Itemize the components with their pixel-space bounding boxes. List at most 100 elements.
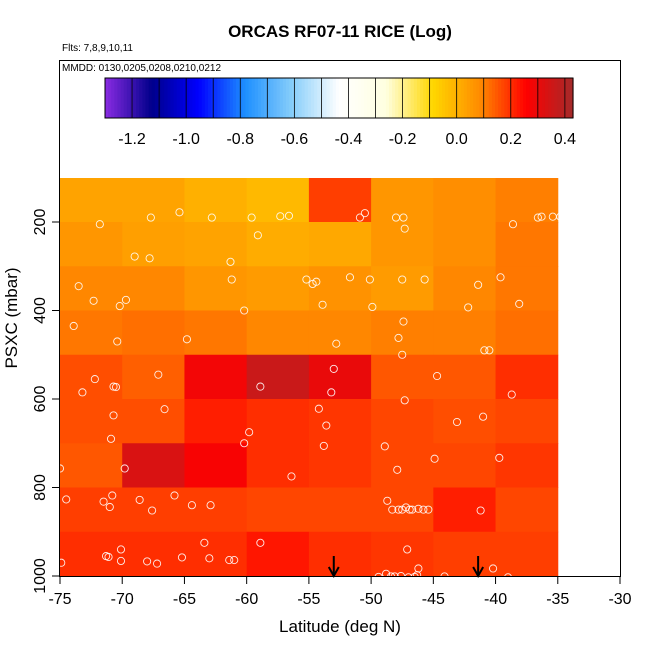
observation-point [116, 545, 126, 554]
colorbar-swatch [491, 78, 496, 118]
chart-title: ORCAS RF07-11 RICE (Log) [228, 22, 452, 41]
observation-point [109, 411, 118, 420]
observation-point [464, 303, 473, 312]
colorbar-swatch [179, 78, 184, 118]
observation-point [207, 213, 216, 222]
colorbar-tick-label: -0.6 [281, 131, 309, 148]
colorbar-swatch [526, 78, 530, 118]
colorbar-swatch [257, 78, 262, 118]
colorbar-swatch [323, 78, 328, 118]
colorbar-swatch [105, 78, 109, 118]
heatmap-cell [371, 354, 434, 400]
y-tick-label: 600 [32, 386, 49, 413]
colorbar-swatch [317, 78, 321, 118]
colorbar-swatch [111, 78, 115, 118]
heatmap-cell [371, 531, 434, 577]
colorbar-swatch [254, 78, 259, 118]
colorbar-swatch [569, 78, 574, 118]
observation-point [205, 554, 214, 563]
observation-point [106, 434, 116, 443]
heatmap-cell [246, 310, 310, 356]
colorbar-swatch [251, 78, 256, 118]
observation-point [329, 364, 338, 373]
colorbar-swatch [445, 78, 449, 118]
heatmap-cell [371, 266, 434, 311]
colorbar-swatch [282, 78, 287, 118]
observation-point [388, 505, 397, 514]
heatmap-cell [246, 178, 310, 223]
colorbar-swatch [473, 78, 477, 118]
heatmap-cell [308, 222, 372, 267]
colorbar-swatch [320, 78, 324, 118]
x-axis-label: Latitude (deg N) [279, 617, 401, 636]
colorbar-swatch [495, 78, 499, 118]
colorbar-swatch [307, 78, 312, 118]
observation-point [287, 472, 296, 481]
heatmap-cell [495, 310, 559, 356]
colorbar: -1.2 -1.0 -0.8 -0.6 -0.4 -0.2 0.0 0.2 0.4 [104, 77, 576, 148]
heatmap-cell [433, 310, 497, 356]
colorbar-swatch [448, 78, 452, 118]
observation-point [256, 538, 265, 547]
colorbar-swatch [488, 78, 493, 118]
observation-point [556, 212, 565, 221]
observation-point [253, 231, 262, 240]
observation-point [332, 339, 341, 348]
heatmap-cell [122, 531, 185, 577]
x-tick-label: -75 [48, 591, 71, 608]
observation-point [227, 275, 236, 284]
heatmap-cell [308, 266, 372, 311]
observation-point [115, 302, 124, 311]
heatmap-cell [60, 443, 123, 488]
flights-note: Flts: 7,8,9,10,11 [62, 43, 133, 54]
heatmap-cell [122, 443, 185, 488]
heatmap-cell [371, 222, 434, 267]
x-tick-label: -50 [360, 591, 383, 608]
heatmap-cell [495, 531, 559, 577]
observation-point [479, 412, 488, 421]
observation-point [404, 573, 413, 582]
observation-point [177, 553, 187, 562]
colorbar-swatch [148, 78, 153, 118]
observation-point [95, 220, 104, 229]
heatmap-cell [184, 354, 248, 400]
observation-point [399, 317, 408, 326]
observation-point [476, 506, 485, 515]
colorbar-swatch [298, 78, 303, 118]
colorbar-swatch [501, 78, 505, 118]
colorbar-tick-label: -0.4 [335, 131, 363, 148]
observation-point [394, 505, 403, 514]
colorbar-swatch [367, 78, 371, 118]
observation-point [206, 501, 215, 510]
colorbar-swatch [183, 78, 187, 118]
y-tick-label: 200 [32, 209, 49, 236]
observation-point [405, 505, 414, 514]
heatmap-cell [60, 531, 123, 577]
colorbar-swatch [438, 78, 443, 118]
observation-point [145, 254, 154, 263]
colorbar-swatch [470, 78, 474, 118]
colorbar-swatch [270, 78, 275, 118]
colorbar-swatch [432, 78, 437, 118]
colorbar-swatch [285, 78, 290, 118]
colorbar-swatch [245, 78, 250, 118]
colorbar-swatch [538, 78, 543, 118]
colorbar-swatch [557, 78, 562, 118]
colorbar-swatch [314, 78, 318, 118]
heatmap-cell [122, 399, 185, 444]
heatmap-cell [308, 178, 372, 223]
heatmap-cells [60, 178, 559, 577]
colorbar-swatch [420, 78, 424, 118]
heatmap-cell [495, 354, 559, 400]
heatmap-cell [60, 487, 123, 533]
colorbar-tick-label: -1.2 [118, 131, 146, 148]
observation-point [533, 213, 542, 222]
observation-point [108, 491, 117, 500]
observation-point [256, 382, 265, 391]
colorbar-swatch [463, 78, 468, 118]
heatmap-cell [433, 487, 497, 533]
observation-point [383, 496, 392, 505]
colorbar-swatch [382, 78, 387, 118]
heatmap-cell [433, 443, 497, 488]
